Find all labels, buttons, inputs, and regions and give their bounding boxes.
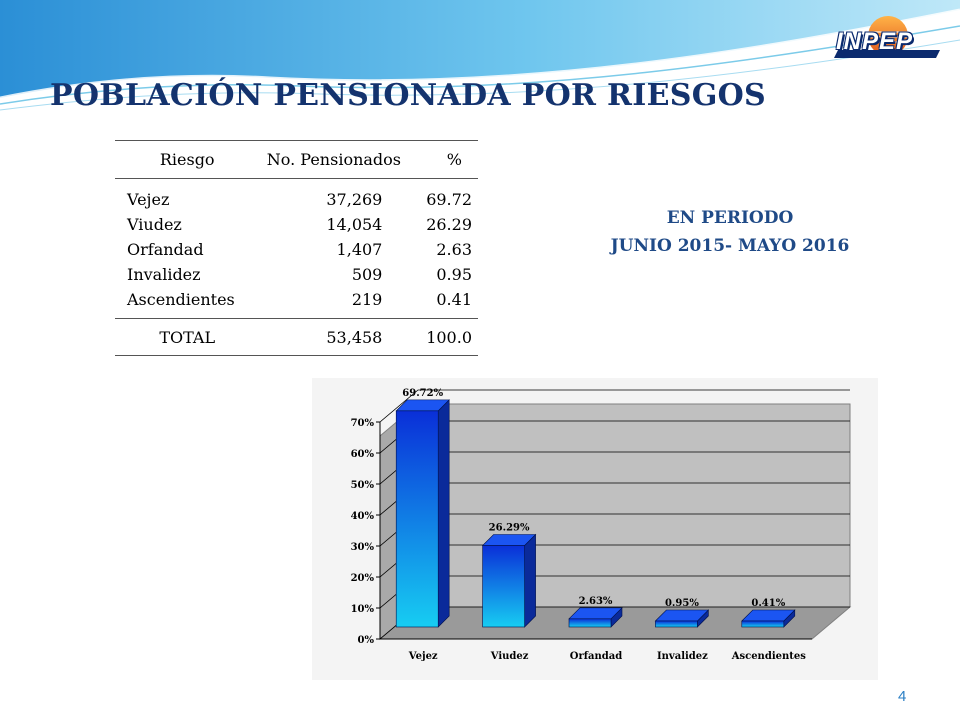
bar-ascendientes bbox=[741, 620, 785, 628]
total-label: TOTAL bbox=[115, 318, 254, 356]
cell-riesgo: Orfandad bbox=[127, 240, 204, 259]
period-line-2: JUNIO 2015- MAYO 2016 bbox=[610, 236, 850, 256]
data-label: 2.63% bbox=[579, 596, 613, 607]
header-swoosh bbox=[0, 0, 960, 111]
table-header-row: Riesgo No. Pensionados % bbox=[115, 140, 478, 179]
y-tick-label: 0% bbox=[358, 635, 375, 646]
cell-pensionados: 14,054 bbox=[326, 215, 383, 234]
y-tick-label: 60% bbox=[351, 449, 375, 460]
y-tick-label: 70% bbox=[351, 418, 375, 429]
logo-text: INPEP bbox=[836, 28, 914, 55]
cell-percent: 2.63 bbox=[436, 240, 472, 259]
bar-vejez bbox=[395, 410, 439, 628]
y-tick-label: 10% bbox=[351, 604, 375, 615]
data-label: 0.41% bbox=[751, 598, 785, 609]
cell-percent: 69.72 bbox=[426, 190, 472, 209]
cell-riesgo: Invalidez bbox=[127, 265, 201, 284]
period-line-1: EN PERIODO bbox=[666, 208, 794, 228]
cell-percent: 0.95 bbox=[436, 265, 472, 284]
x-tick-label: Vejez bbox=[408, 651, 438, 662]
page-title: POBLACIÓN PENSIONADA POR RIESGOS bbox=[50, 78, 767, 113]
data-label: 69.72% bbox=[402, 388, 443, 399]
y-tick-label: 40% bbox=[351, 511, 375, 522]
bar-invalidez bbox=[655, 620, 698, 628]
table-row: Ascendientes 219 0.41 bbox=[115, 287, 478, 319]
table-row: Orfandad 1,407 2.63 bbox=[115, 237, 478, 262]
inpep-logo bbox=[832, 10, 944, 66]
header-riesgo: Riesgo bbox=[115, 140, 254, 179]
table-row: Viudez 14,054 26.29 bbox=[115, 212, 478, 237]
header-percent: % bbox=[414, 140, 478, 179]
table-total-row: TOTAL 53,458 100.0 bbox=[115, 318, 478, 356]
bar-chart: 0% 10% 20% 30% 40% 50% 60% 70% 69.72% Vejez 26.29%… bbox=[312, 378, 878, 680]
table-row: Vejez 37,269 69.72 bbox=[115, 179, 478, 213]
x-tick-label: Ascendientes bbox=[731, 651, 807, 662]
x-tick-label: Orfandad bbox=[570, 651, 623, 662]
bar-viudez bbox=[482, 545, 525, 628]
cell-riesgo: Ascendientes bbox=[127, 290, 235, 309]
total-percent: 100.0 bbox=[414, 318, 478, 356]
x-tick-label: Viudez bbox=[490, 651, 529, 662]
total-pensionados: 53,458 bbox=[253, 318, 415, 356]
cell-percent: 0.41 bbox=[436, 290, 472, 309]
sun-icon bbox=[834, 16, 940, 58]
bar-side bbox=[524, 533, 536, 628]
bar-side bbox=[437, 399, 450, 628]
y-tick-label: 20% bbox=[351, 573, 375, 584]
y-tick-label: 50% bbox=[351, 480, 375, 491]
cell-pensionados: 509 bbox=[351, 265, 383, 284]
gridline bbox=[379, 389, 850, 423]
period-caption: EN PERIODO JUNIO 2015- MAYO 2016 bbox=[560, 204, 900, 260]
cell-percent: 26.29 bbox=[426, 215, 472, 234]
header-pensionados: No. Pensionados bbox=[253, 140, 415, 179]
cell-riesgo: Viudez bbox=[127, 215, 182, 234]
data-label: 0.95% bbox=[665, 598, 699, 609]
bar-orfandad bbox=[568, 618, 612, 628]
y-tick-label: 30% bbox=[351, 542, 375, 553]
data-label: 26.29% bbox=[489, 523, 530, 534]
cell-pensionados: 1,407 bbox=[336, 240, 383, 259]
page-number: 4 bbox=[898, 688, 907, 705]
cell-pensionados: 37,269 bbox=[326, 190, 383, 209]
cell-riesgo: Vejez bbox=[127, 190, 170, 209]
table-row: Invalidez 509 0.95 bbox=[115, 262, 478, 287]
x-tick-label: Invalidez bbox=[657, 651, 708, 662]
pensioners-table: Riesgo No. Pensionados % Vejez 37,269 69… bbox=[115, 140, 478, 356]
cell-pensionados: 219 bbox=[351, 290, 383, 309]
